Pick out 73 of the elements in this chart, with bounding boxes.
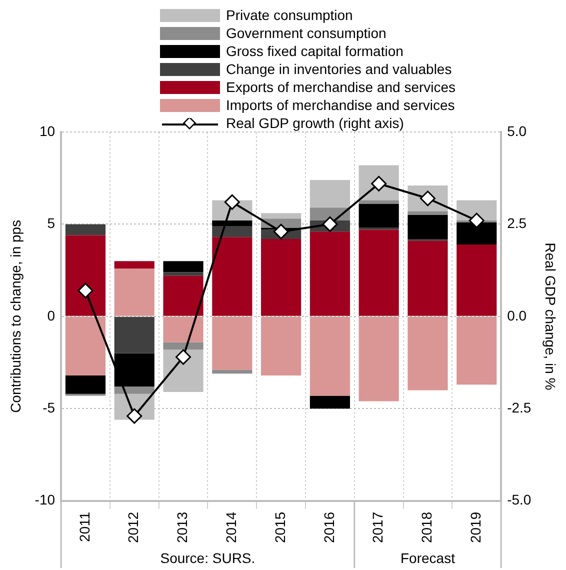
y2-tick-label: 5.0 [507,122,527,139]
bar [163,261,204,272]
bar [358,316,399,402]
x-tick-label: 2014 [223,512,240,544]
bar [261,238,302,316]
point [468,212,484,228]
bar [114,353,154,387]
bar [163,342,204,350]
y-tick-label: 10 [39,122,56,139]
bar [163,316,204,342]
legend-label: Change in inventories and valuables [226,60,452,78]
legend-label: Real GDP growth (right axis) [226,114,404,132]
y2-tick-label: 0.0 [507,307,527,324]
x-tick-label: 2011 [76,512,92,542]
y2-tick-label: 2.5 [507,215,527,232]
y-tick-label: 0 [47,307,56,324]
x-tick-label: 2012 [125,512,142,544]
y-axis-title: Contributions to change, in pps [7,220,24,413]
bar [310,180,350,208]
bar [212,237,252,316]
bar [358,204,399,228]
bar [261,316,302,376]
bar [212,220,252,226]
y2-tick-label: -5.0 [507,492,532,508]
bar [212,316,252,370]
bar [212,226,252,238]
point [273,224,289,240]
legend-label: Gross fixed capital formation [226,42,404,60]
x-tick-label: 2018 [418,512,435,544]
bar [310,316,350,396]
bar [358,230,399,316]
bar [310,396,350,409]
source-note: Source: SURS. [160,550,256,566]
x-tick-label: 2015 [272,512,288,544]
y-tick-label: 5 [47,215,56,232]
bar [408,316,448,390]
bar [456,316,497,385]
text: Forecast [400,550,455,566]
legend-label: Government consumption [226,24,386,42]
x-tick-label: 2017 [370,512,386,544]
bar [261,213,302,219]
bar [114,386,154,394]
bar [114,316,154,354]
bar [212,370,252,374]
x-tick-label: 2013 [174,512,190,544]
x-tick-label: 2019 [467,512,484,544]
bar [114,268,154,316]
point [126,408,142,424]
bar [114,261,154,268]
bar [65,235,106,316]
y2-axis-title: Real GDP change, in % [542,242,559,390]
bar [65,316,106,376]
legend-label: Exports of merchandise and services [226,78,456,96]
x-tick-label: 2016 [320,512,337,544]
bar [310,232,350,316]
point [78,282,94,298]
bar [408,214,448,239]
bar [163,272,204,276]
bar [65,375,106,394]
y-tick-label: -10 [34,492,56,508]
bar [408,211,448,215]
point [176,349,192,365]
bar [408,240,448,316]
legend-label: Private consumption [226,6,353,24]
point [322,216,338,232]
y2-tick-label: -2.5 [507,400,532,416]
bar [358,200,399,204]
y-tick-label: -5 [42,400,56,416]
legend-label: Imports of merchandise and services [226,96,455,114]
bar [65,224,106,236]
bar [456,244,497,316]
point [224,194,240,210]
bar [163,276,204,316]
